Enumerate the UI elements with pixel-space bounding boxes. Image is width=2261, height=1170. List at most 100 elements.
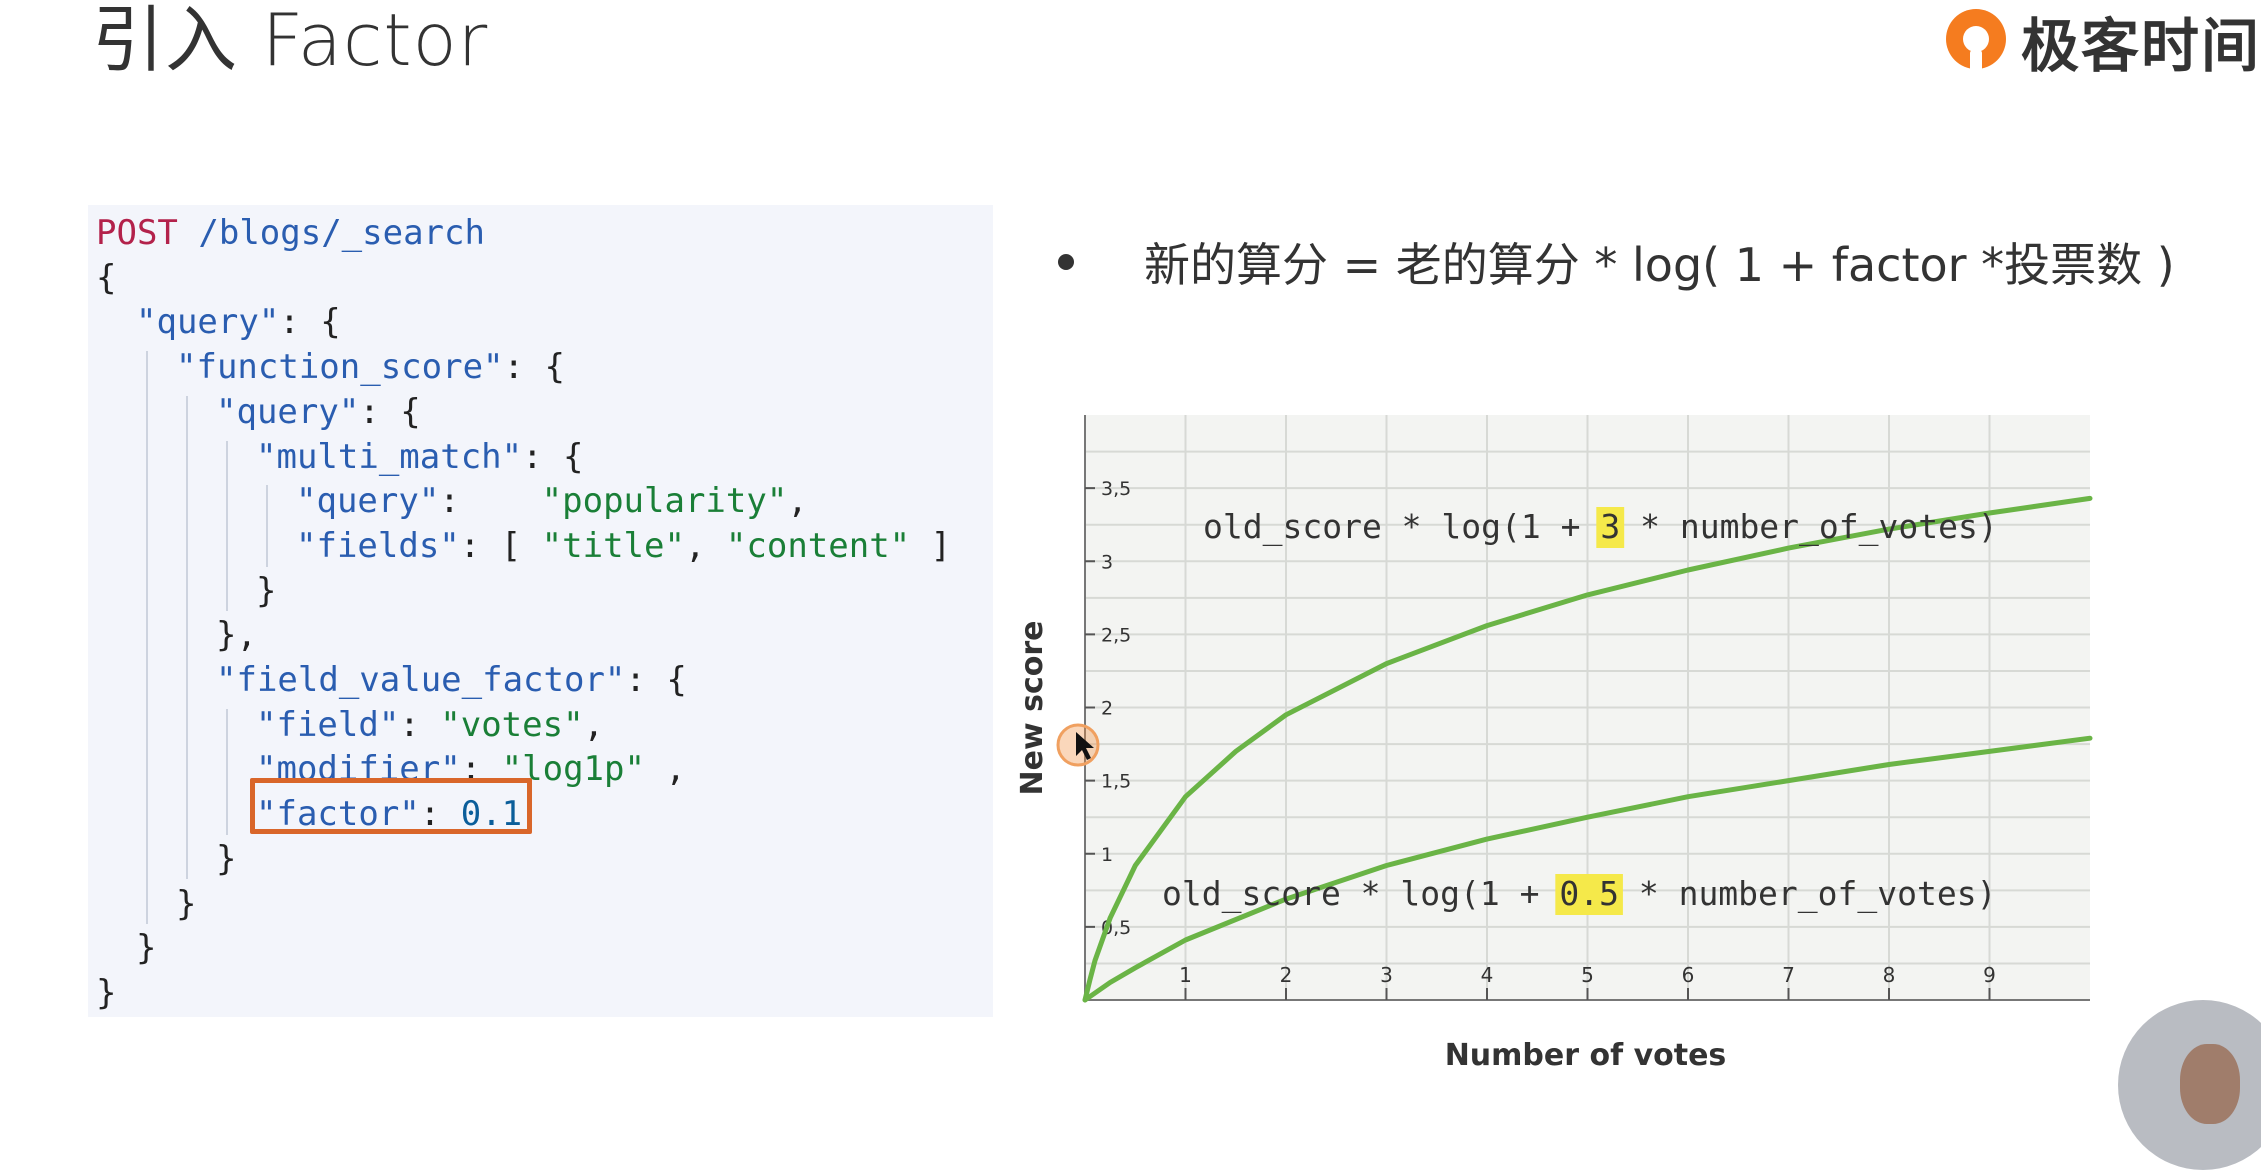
- code-line: "field": "votes",: [256, 705, 604, 745]
- code-token: }: [96, 972, 117, 1013]
- code-line: }: [176, 884, 196, 924]
- code-token: "query": [296, 481, 440, 522]
- y-tick-label: 2: [1101, 698, 1113, 720]
- code-token: ]: [910, 525, 952, 566]
- y-tick-label: 1,5: [1101, 771, 1131, 793]
- code-token: "fields": [296, 525, 460, 566]
- series-line-1: [1082, 735, 2093, 1003]
- series-label-part: 0.5: [1559, 874, 1619, 913]
- code-token: : {: [279, 302, 341, 343]
- code-token: : {: [359, 391, 421, 432]
- code-line: "query": {: [136, 302, 341, 342]
- code-token: ,: [684, 525, 726, 566]
- code-token: "field_value_factor": [216, 660, 626, 700]
- indent-guide: [266, 485, 268, 567]
- x-tick-label: 8: [1883, 963, 1896, 987]
- code-token: : {: [503, 347, 565, 388]
- code-token: }: [176, 883, 197, 924]
- x-axis-title: Number of votes: [1445, 1038, 1727, 1073]
- x-tick-label: 2: [1280, 963, 1293, 987]
- code-token: "query": [216, 391, 360, 432]
- brand: 极客时间: [1941, 6, 2261, 80]
- code-token: : {: [625, 660, 687, 700]
- code-line: "query": "popularity",: [296, 481, 808, 521]
- code-token: {: [96, 257, 117, 298]
- code-line: }: [136, 928, 156, 968]
- series-label-part: * number_of_votes): [1620, 507, 1998, 547]
- x-tick-label: 4: [1481, 963, 1494, 987]
- y-tick-label: 2,5: [1101, 624, 1131, 646]
- code-line: },: [216, 615, 257, 655]
- code-token: ,: [644, 749, 686, 790]
- brand-name: 极客时间: [2020, 12, 2261, 80]
- series-line-0: [1082, 495, 2093, 1003]
- series-factor-highlight: [1596, 507, 1625, 548]
- indent-guide: [186, 395, 188, 880]
- series-label-part: old_score * log(1 +: [1203, 507, 1600, 547]
- code-token: "function_score": [176, 347, 504, 388]
- series-label: old_score * log(1 + 3 * number_of_votes): [1203, 507, 1998, 547]
- code-token: : {: [522, 436, 584, 477]
- y-tick-label: 3,5: [1101, 478, 1131, 500]
- indent-guide: [226, 708, 228, 835]
- indent-guide: [146, 351, 148, 925]
- factor-highlight-box: [250, 778, 532, 834]
- code-token: "title": [541, 525, 685, 566]
- code-token: },: [216, 615, 257, 656]
- code-line: "multi_match": {: [256, 437, 584, 477]
- code-token: ,: [787, 481, 808, 522]
- series-label: old_score * log(1 + 0.5 * number_of_vote…: [1162, 874, 1996, 914]
- x-tick-label: 5: [1581, 963, 1594, 987]
- code-line: "field_value_factor": {: [216, 660, 687, 700]
- code-line: {: [96, 258, 116, 298]
- formula-text: 新的算分 = 老的算分 * log( 1 + factor *投票数 ): [1144, 238, 2175, 292]
- x-tick-label: 7: [1782, 963, 1795, 987]
- indent-guide: [226, 440, 228, 612]
- code-token: : [: [459, 525, 542, 566]
- code-token: }: [256, 570, 277, 611]
- code-token: "factor": [256, 794, 420, 835]
- code-token: }: [216, 838, 237, 879]
- code-line: "fields": [ "title", "content" ]: [296, 526, 951, 566]
- x-tick-label: 3: [1380, 963, 1393, 987]
- code-token: "popularity": [541, 481, 788, 522]
- code-token: "field": [256, 704, 400, 745]
- code-line: }: [96, 973, 116, 1013]
- x-tick-label: 1: [1179, 963, 1192, 987]
- mouse-pointer-icon: [1076, 732, 1094, 760]
- code-snippet: POST /blogs/_search{"query": {"function_…: [88, 205, 993, 1017]
- formula-bullet: 新的算分 = 老的算分 * log( 1 + factor *投票数 ): [1058, 232, 2175, 292]
- code-line: }: [216, 839, 236, 879]
- code-token: :: [419, 794, 461, 835]
- code-line: "function_score": {: [176, 347, 565, 387]
- code-line: "factor": 0.1: [256, 794, 522, 834]
- code-token: POST: [96, 213, 178, 253]
- series-factor-highlight: [1555, 874, 1623, 915]
- code-token: 0.1: [460, 794, 523, 835]
- geektime-logo-icon: [1945, 9, 2006, 72]
- code-token: "multi_match": [256, 436, 523, 477]
- code-token: :: [439, 481, 542, 522]
- bullet-dot: [1058, 254, 1074, 270]
- code-line: "query": {: [216, 392, 421, 432]
- x-tick-label: 6: [1682, 963, 1695, 987]
- code-line: }: [256, 571, 276, 611]
- series-label-part: 3: [1600, 507, 1620, 546]
- code-token: ,: [583, 704, 605, 745]
- y-axis-title: New score: [1015, 620, 1050, 795]
- code-token: :: [399, 704, 441, 745]
- presenter-face: [2180, 1044, 2240, 1124]
- y-tick-label: 1: [1101, 844, 1113, 866]
- code-token: "votes": [440, 704, 584, 745]
- code-line: POST /blogs/_search: [96, 213, 485, 253]
- code-token: /blogs/_search: [198, 213, 485, 253]
- series-label-part: old_score * log(1 +: [1162, 874, 1559, 914]
- code-token: "content": [725, 525, 911, 566]
- series-label-part: * number_of_votes): [1619, 874, 1997, 914]
- x-tick-label: 9: [1983, 963, 1996, 987]
- y-tick-label: 3: [1101, 551, 1113, 573]
- code-token: "query": [136, 302, 280, 343]
- slide-title: 引入 Factor: [92, 0, 489, 82]
- code-token: }: [136, 928, 157, 969]
